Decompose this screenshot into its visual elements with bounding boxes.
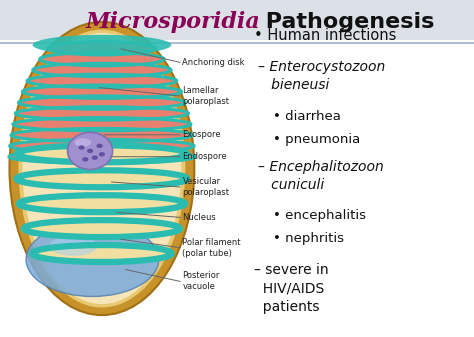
Ellipse shape [40, 53, 164, 65]
Bar [0, 43, 474, 44]
Bar [0, 43, 474, 44]
Ellipse shape [26, 222, 159, 297]
Bar [0, 42, 474, 43]
Bar [0, 42, 474, 43]
FancyBboxPatch shape [0, 0, 474, 40]
Ellipse shape [25, 223, 179, 235]
Bar [0, 42, 474, 43]
Bar [0, 43, 474, 44]
Bar [0, 43, 474, 44]
Bar [0, 42, 474, 43]
Text: Vesicular
polaroplast: Vesicular polaroplast [182, 177, 229, 197]
Bar [0, 42, 474, 43]
Bar [0, 42, 474, 43]
Bar [0, 42, 474, 43]
Ellipse shape [82, 157, 88, 161]
Text: Polar filament
(polar tube): Polar filament (polar tube) [182, 238, 241, 258]
Bar [0, 42, 474, 43]
Text: • encephalitis: • encephalitis [273, 209, 365, 222]
Bar [0, 42, 474, 43]
Ellipse shape [18, 148, 186, 160]
Ellipse shape [22, 33, 182, 304]
Ellipse shape [10, 151, 194, 163]
Ellipse shape [28, 75, 176, 87]
Text: – severe in
  HIV/AIDS
  patients: – severe in HIV/AIDS patients [254, 263, 328, 313]
Bar [0, 42, 474, 43]
Text: Anchoring disk: Anchoring disk [182, 58, 245, 67]
Bar [0, 42, 474, 43]
Ellipse shape [67, 132, 113, 170]
Bar [0, 43, 474, 44]
Bar [0, 43, 474, 44]
Bar [0, 42, 474, 43]
Bar [0, 42, 474, 43]
Text: – Encephalitozoon
   cuniculi: – Encephalitozoon cuniculi [258, 160, 384, 192]
Bar [0, 42, 474, 43]
Ellipse shape [19, 97, 184, 109]
Ellipse shape [74, 138, 91, 147]
Ellipse shape [99, 152, 105, 156]
Ellipse shape [96, 144, 102, 148]
Ellipse shape [20, 198, 184, 210]
Bar [0, 42, 474, 43]
Text: Posterior
vacuole: Posterior vacuole [182, 271, 220, 292]
Bar [0, 43, 474, 44]
Bar [0, 42, 474, 43]
Ellipse shape [78, 145, 84, 150]
Bar [0, 42, 474, 43]
Bar [0, 42, 474, 43]
Ellipse shape [33, 35, 171, 55]
Ellipse shape [50, 236, 97, 256]
Bar [0, 42, 474, 43]
Bar [0, 42, 474, 43]
Bar [0, 42, 474, 43]
Bar [0, 42, 474, 43]
Ellipse shape [18, 30, 185, 307]
Ellipse shape [18, 173, 186, 185]
Ellipse shape [91, 155, 98, 160]
Text: Lamellar
polaroplast: Lamellar polaroplast [182, 86, 229, 106]
Ellipse shape [14, 118, 190, 130]
Ellipse shape [9, 22, 194, 315]
Bar [0, 42, 474, 43]
Bar [0, 43, 474, 44]
Text: • pneumonia: • pneumonia [273, 133, 360, 146]
Text: Pathogenesis: Pathogenesis [258, 12, 435, 32]
Bar [0, 43, 474, 44]
Bar [0, 42, 474, 43]
Bar [0, 42, 474, 43]
Text: • nephritis: • nephritis [273, 232, 344, 245]
Bar [0, 42, 474, 43]
Text: Endospore: Endospore [182, 152, 227, 161]
Text: • Human infections: • Human infections [254, 28, 396, 43]
Ellipse shape [16, 108, 188, 119]
Ellipse shape [87, 149, 93, 153]
Bar [0, 42, 474, 43]
Ellipse shape [33, 248, 171, 259]
Bar [0, 42, 474, 43]
Bar [0, 42, 474, 43]
Text: Exospore: Exospore [182, 130, 221, 139]
Ellipse shape [10, 140, 193, 152]
Bar [0, 42, 474, 43]
Text: – Enterocystozoon
   bieneusi: – Enterocystozoon bieneusi [258, 60, 385, 92]
Text: Microsporidia: Microsporidia [85, 11, 260, 33]
Ellipse shape [49, 42, 155, 54]
Bar [0, 43, 474, 44]
Ellipse shape [23, 86, 181, 98]
Ellipse shape [34, 64, 170, 76]
Text: • diarrhea: • diarrhea [273, 110, 340, 123]
Bar [0, 42, 474, 43]
Bar [0, 42, 474, 43]
Ellipse shape [12, 129, 192, 141]
Text: Nucleus: Nucleus [182, 213, 216, 222]
